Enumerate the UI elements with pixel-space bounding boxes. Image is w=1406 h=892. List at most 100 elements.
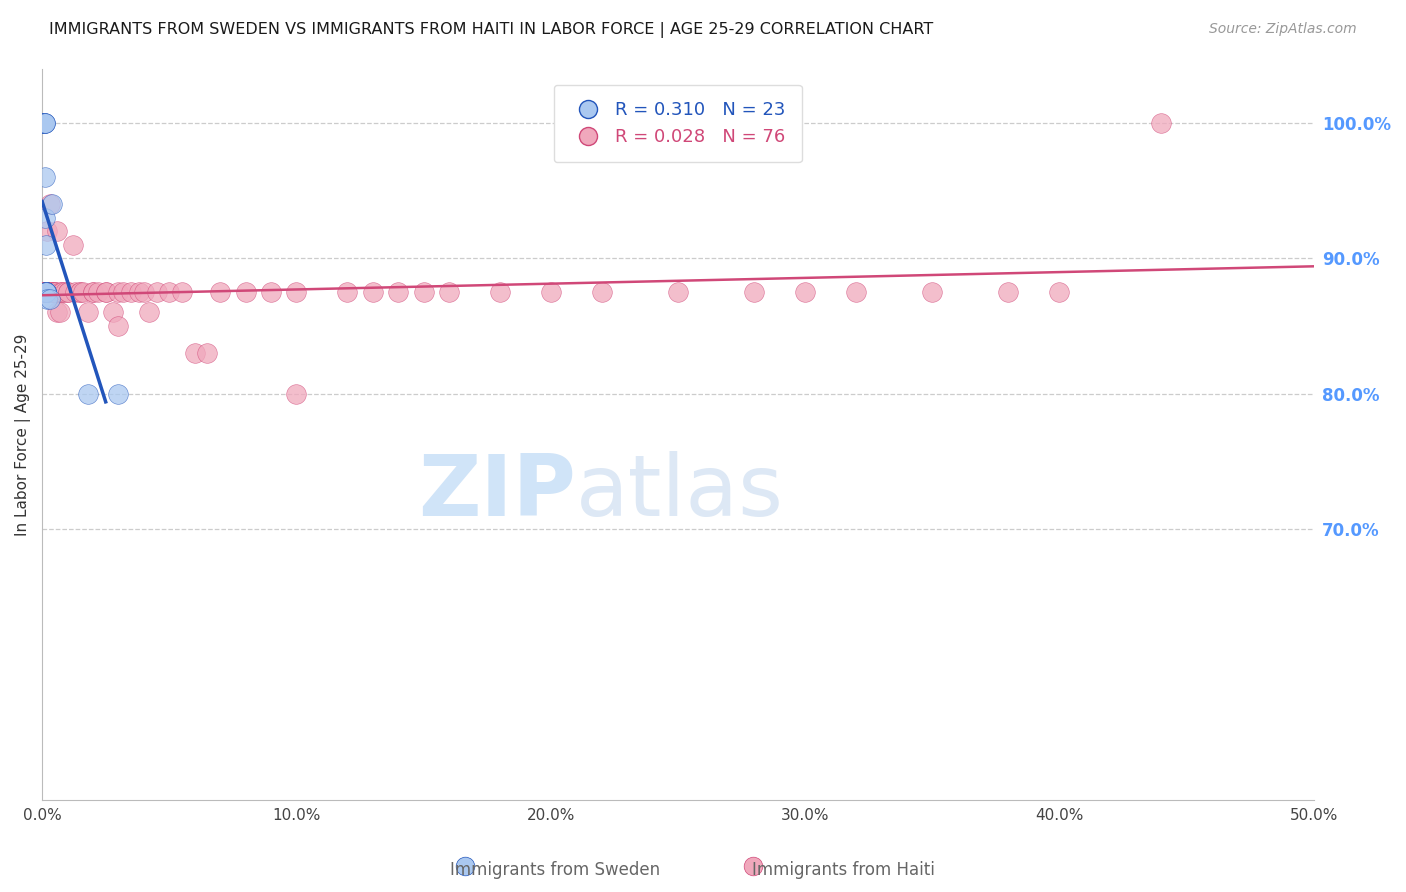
Point (69, 285, 91, 299)
Point (94, 285, 117, 299)
Point (1047, 285, 1070, 299)
Point (260, 285, 283, 299)
Point (34, 211, 56, 225)
Point (35, 285, 58, 299)
Point (32, 116, 55, 130)
Point (285, 285, 308, 299)
Point (32, 116, 55, 130)
Point (37, 285, 59, 299)
Point (44, 285, 66, 299)
Point (77, 386, 100, 401)
Point (742, 859, 765, 873)
Point (32, 116, 55, 130)
Point (138, 305, 160, 319)
Point (32, 116, 55, 130)
Point (38, 292, 60, 306)
Point (35, 285, 58, 299)
Point (120, 285, 142, 299)
Point (35, 285, 58, 299)
Text: Immigrants from Haiti: Immigrants from Haiti (752, 861, 935, 879)
Point (87, 285, 110, 299)
Point (41, 285, 63, 299)
Point (128, 285, 150, 299)
Point (56, 285, 79, 299)
Point (46, 305, 69, 319)
Point (197, 346, 219, 360)
Point (34, 285, 56, 299)
Point (49, 305, 72, 319)
Point (44, 285, 66, 299)
Point (32, 285, 55, 299)
Point (112, 285, 135, 299)
Point (46, 224, 69, 238)
Text: Source: ZipAtlas.com: Source: ZipAtlas.com (1209, 22, 1357, 37)
Point (41, 197, 63, 211)
Point (32, 285, 55, 299)
Point (454, 859, 477, 873)
Point (72, 285, 94, 299)
Point (666, 285, 689, 299)
Point (997, 285, 1019, 299)
Point (145, 285, 167, 299)
Text: IMMIGRANTS FROM SWEDEN VS IMMIGRANTS FROM HAITI IN LABOR FORCE | AGE 25-29 CORRE: IMMIGRANTS FROM SWEDEN VS IMMIGRANTS FRO… (49, 22, 934, 38)
Point (37, 292, 59, 306)
Point (387, 285, 409, 299)
Point (336, 285, 359, 299)
Point (49, 285, 72, 299)
Point (1150, 116, 1173, 130)
Point (37, 285, 59, 299)
Point (183, 346, 205, 360)
Point (63, 285, 86, 299)
Point (37, 285, 59, 299)
Point (34, 285, 56, 299)
Point (41, 285, 63, 299)
Point (62, 237, 84, 252)
Point (82, 285, 104, 299)
Point (94, 285, 117, 299)
Point (38, 197, 60, 211)
Point (412, 285, 434, 299)
Point (51, 285, 73, 299)
Point (437, 285, 460, 299)
Point (82, 285, 104, 299)
Point (34, 169, 56, 184)
Point (34, 285, 56, 299)
Point (51, 285, 73, 299)
Point (921, 285, 943, 299)
Point (107, 285, 129, 299)
Point (38, 285, 60, 299)
Point (489, 285, 512, 299)
Point (31, 285, 53, 299)
Point (170, 285, 193, 299)
Point (37, 224, 59, 238)
Point (591, 285, 613, 299)
Point (209, 285, 232, 299)
Point (742, 285, 765, 299)
Point (41, 285, 63, 299)
Point (32, 116, 55, 130)
Point (157, 285, 180, 299)
Point (34, 116, 56, 130)
Text: Immigrants from Sweden: Immigrants from Sweden (450, 861, 661, 879)
Point (35, 285, 58, 299)
Point (35, 285, 58, 299)
Point (107, 318, 129, 333)
Point (56, 285, 79, 299)
Point (361, 285, 384, 299)
Point (235, 285, 257, 299)
Point (34, 116, 56, 130)
Point (44, 285, 66, 299)
Point (35, 285, 58, 299)
Point (34, 116, 56, 130)
Point (38, 285, 60, 299)
Point (53, 285, 76, 299)
Point (132, 285, 155, 299)
Point (107, 386, 129, 401)
Text: ZIP: ZIP (419, 451, 576, 534)
Point (35, 237, 58, 252)
Point (35, 285, 58, 299)
Point (34, 285, 56, 299)
Point (103, 305, 125, 319)
Point (77, 305, 100, 319)
Point (845, 285, 868, 299)
